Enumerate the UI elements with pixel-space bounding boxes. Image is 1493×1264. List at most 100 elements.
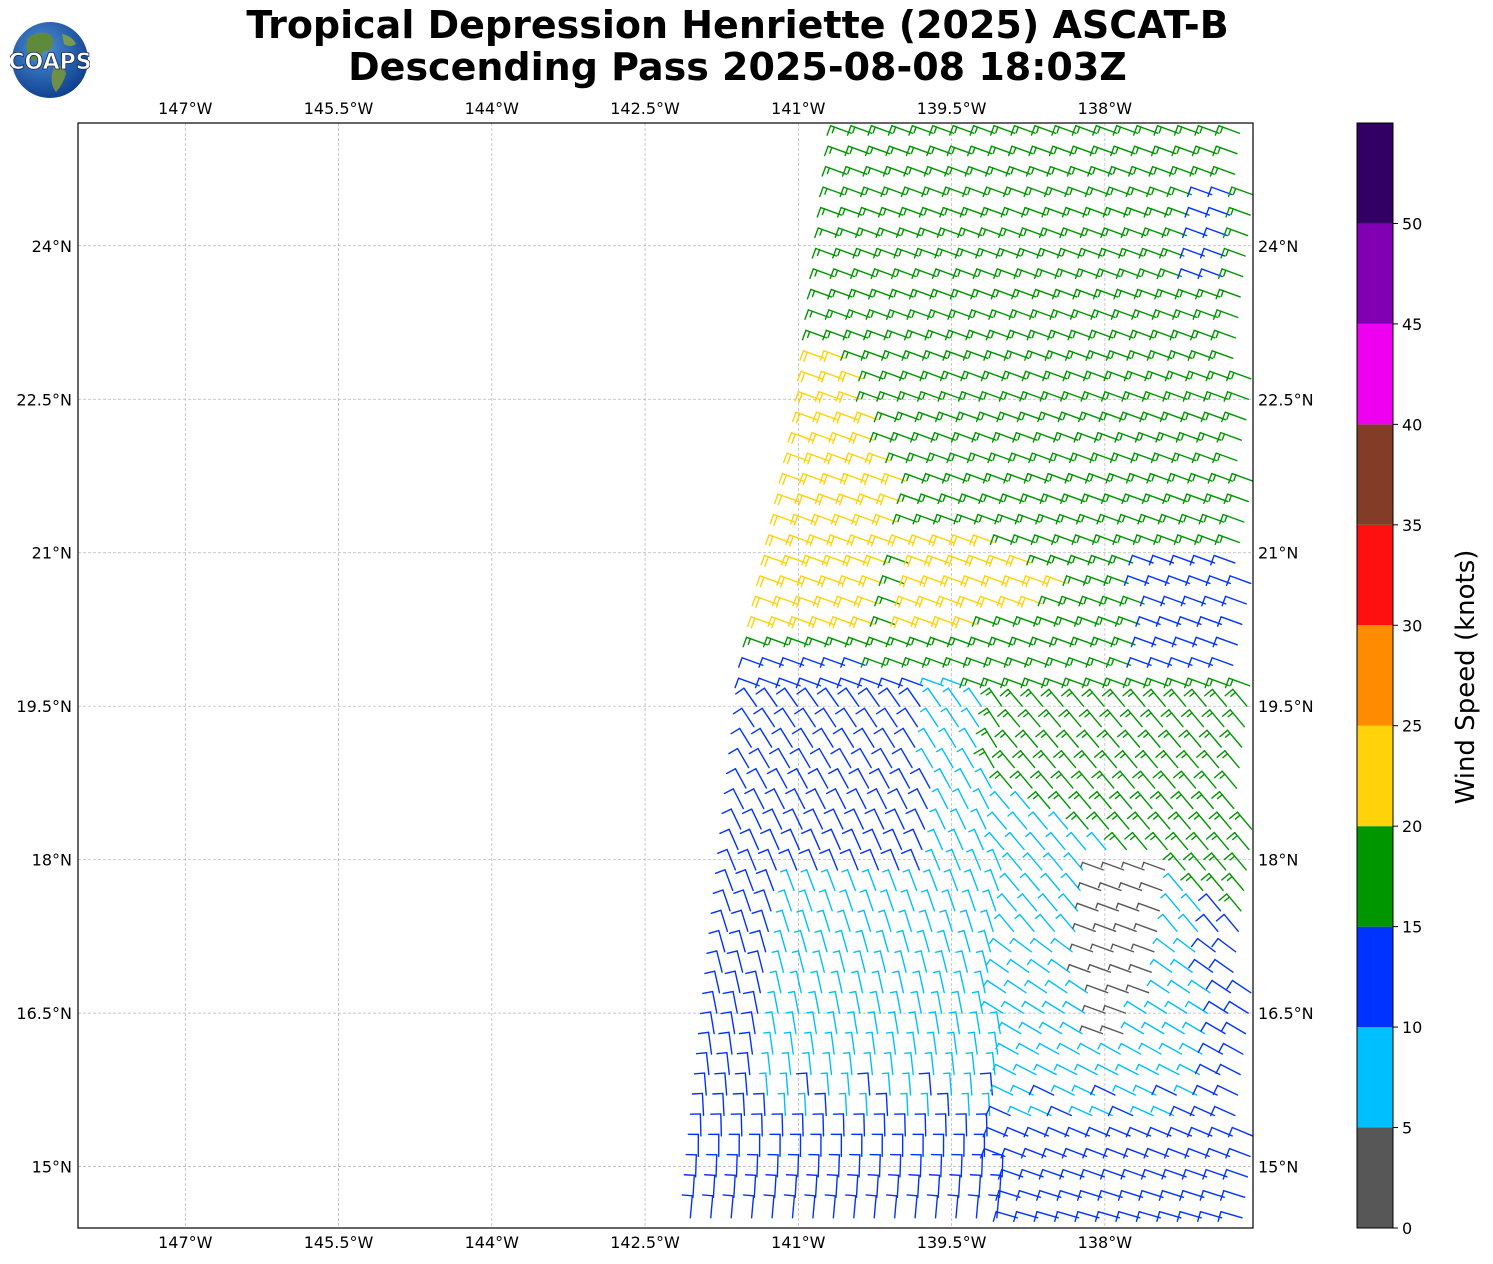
wind-barb bbox=[905, 145, 932, 157]
wind-barb bbox=[1216, 616, 1243, 627]
wind-barb bbox=[1007, 1105, 1032, 1117]
wind-barb bbox=[894, 595, 920, 608]
wind-barb bbox=[885, 309, 912, 320]
wind-barb bbox=[1014, 513, 1041, 525]
wind-barb bbox=[691, 1092, 705, 1117]
wind-barb bbox=[816, 909, 831, 932]
wind-barb bbox=[1050, 770, 1074, 789]
lat-tick-label-right: 16.5°N bbox=[1258, 1004, 1314, 1023]
wind-barb bbox=[1179, 1189, 1205, 1201]
lon-tick-label-bottom: 142.5°W bbox=[610, 1233, 680, 1252]
wind-barb bbox=[926, 145, 952, 157]
wind-barb bbox=[1106, 811, 1130, 830]
wind-barb bbox=[846, 1011, 858, 1035]
wind-barb bbox=[771, 1113, 784, 1137]
wind-barb bbox=[1167, 811, 1191, 830]
wind-barb bbox=[1149, 958, 1173, 973]
wind-barb bbox=[763, 1031, 774, 1055]
wind-barb bbox=[1076, 1189, 1103, 1201]
globe-logo-icon: COAPS bbox=[10, 22, 90, 98]
wind-barb bbox=[1180, 872, 1204, 892]
wind-barb bbox=[820, 1072, 830, 1096]
wind-barb bbox=[1199, 1189, 1225, 1201]
wind-barb bbox=[1221, 595, 1247, 607]
lat-tick-label-right: 21°N bbox=[1258, 544, 1298, 563]
wind-barb bbox=[732, 1092, 746, 1117]
wind-barb bbox=[740, 1011, 756, 1035]
wind-barb bbox=[1080, 493, 1106, 505]
wind-barb bbox=[869, 431, 895, 443]
wind-barb bbox=[1212, 452, 1238, 464]
wind-barb bbox=[1020, 688, 1044, 707]
wind-barb bbox=[931, 268, 958, 280]
wind-barb bbox=[1135, 1063, 1160, 1076]
wind-barb bbox=[1021, 370, 1048, 382]
wind-barb bbox=[926, 309, 953, 320]
wind-barb bbox=[1007, 145, 1034, 157]
wind-barb bbox=[865, 309, 892, 320]
wind-barb bbox=[1057, 595, 1084, 607]
wind-barb bbox=[1212, 145, 1238, 157]
wind-barb bbox=[1122, 677, 1149, 689]
wind-barb bbox=[860, 848, 880, 871]
wind-barb bbox=[1201, 709, 1225, 728]
wind-barb bbox=[923, 165, 950, 177]
wind-barb bbox=[1118, 247, 1144, 259]
wind-barb bbox=[1105, 186, 1131, 198]
wind-barb bbox=[871, 970, 884, 994]
wind-barb bbox=[1082, 206, 1108, 218]
wind-barb bbox=[1162, 391, 1188, 402]
wind-barb bbox=[1223, 852, 1247, 871]
wind-barb bbox=[891, 747, 913, 769]
wind-barb bbox=[1051, 288, 1078, 300]
wind-barb bbox=[944, 165, 970, 177]
wind-barb bbox=[822, 329, 848, 341]
wind-barb bbox=[842, 554, 868, 567]
wind-barb bbox=[1058, 709, 1082, 728]
wind-barb bbox=[777, 1092, 787, 1117]
wind-barb bbox=[719, 828, 739, 851]
wind-barb bbox=[795, 1072, 810, 1096]
wind-barb bbox=[771, 727, 793, 748]
wind-barb bbox=[982, 186, 1009, 198]
wind-barb bbox=[841, 828, 862, 851]
wind-barb bbox=[918, 909, 933, 932]
wind-barb bbox=[947, 828, 964, 851]
wind-barb bbox=[953, 513, 979, 525]
wind-barb bbox=[782, 452, 809, 465]
wind-barb bbox=[955, 1113, 968, 1137]
wind-barb bbox=[1105, 657, 1132, 668]
colorbar: 0 5 10 15 20 25 30 35 40 45 50 bbox=[1356, 122, 1422, 1238]
wind-barb bbox=[972, 268, 999, 280]
wind-barb bbox=[846, 534, 873, 547]
wind-barb bbox=[939, 206, 965, 218]
wind-barb bbox=[1125, 984, 1150, 994]
wind-barb bbox=[896, 493, 923, 505]
wind-barb bbox=[802, 1051, 812, 1076]
wind-barb bbox=[961, 1092, 970, 1117]
wind-barb bbox=[1223, 493, 1250, 505]
wind-barb bbox=[1180, 893, 1201, 912]
wind-barb bbox=[812, 1113, 825, 1137]
wind-barb bbox=[1080, 391, 1106, 402]
wind-barb bbox=[1056, 1042, 1081, 1055]
wind-barb bbox=[1011, 288, 1037, 300]
wind-barb bbox=[1207, 186, 1233, 198]
wind-barb bbox=[954, 247, 981, 259]
wind-barb bbox=[985, 329, 1012, 341]
wind-barb bbox=[1005, 554, 1032, 567]
wind-barb bbox=[809, 747, 832, 769]
wind-barb bbox=[1114, 616, 1141, 627]
wind-barb bbox=[1221, 872, 1245, 892]
wind-barb bbox=[1082, 370, 1109, 382]
wind-barb bbox=[1006, 329, 1032, 341]
wind-barb bbox=[803, 452, 829, 465]
wind-barb bbox=[957, 227, 983, 239]
wind-barb bbox=[946, 452, 972, 464]
wind-barb bbox=[1194, 534, 1220, 546]
wind-barb bbox=[962, 186, 988, 198]
wind-barb bbox=[759, 1072, 769, 1096]
colorbar-tick-label: 45 bbox=[1402, 315, 1422, 334]
wind-barb bbox=[1004, 831, 1025, 851]
wind-barb bbox=[1138, 247, 1165, 259]
